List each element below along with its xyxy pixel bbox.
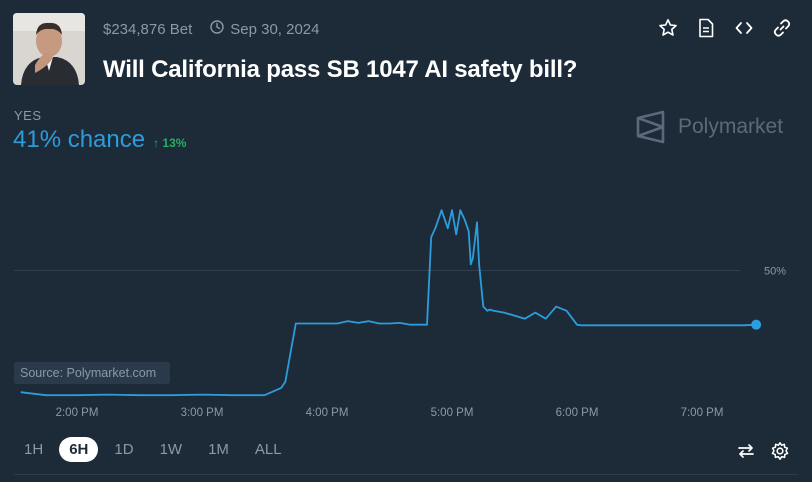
tab-all[interactable]: ALL — [254, 441, 282, 458]
x-tick-label: 7:00 PM — [681, 407, 724, 419]
polymarket-logo-icon — [636, 110, 665, 144]
market-thumbnail-image — [13, 13, 85, 85]
x-tick-label: 5:00 PM — [431, 407, 474, 419]
source-badge — [14, 362, 170, 384]
end-date-text: Sep 30, 2024 — [230, 20, 320, 38]
outcome-label: YES — [14, 108, 42, 123]
tab-1d[interactable]: 1D — [114, 441, 134, 458]
footer-divider — [14, 474, 798, 475]
embed-code-icon[interactable] — [732, 16, 756, 40]
volume-text: $234,876 Bet — [103, 20, 193, 38]
tab-1h[interactable]: 1H — [24, 441, 44, 458]
link-icon[interactable] — [770, 16, 794, 40]
chance-block: 41% chance ↑ 13% — [13, 126, 186, 154]
x-tick-label: 3:00 PM — [181, 407, 224, 419]
chance-change: ↑ 13% — [153, 136, 187, 150]
source-text: Source: Polymarket.com — [20, 366, 156, 380]
x-tick-label: 4:00 PM — [306, 407, 349, 419]
x-tick-label: 6:00 PM — [556, 407, 599, 419]
star-icon[interactable] — [656, 16, 680, 40]
price-chart: 50% Source: Polymarket.com 2:00 PM 3:00 P… — [14, 209, 786, 419]
tab-1m[interactable]: 1M — [208, 441, 229, 458]
document-icon[interactable] — [694, 16, 718, 40]
header-toolbar — [656, 16, 794, 40]
current-price-dot — [751, 319, 762, 330]
chance-value: 41% chance — [13, 126, 146, 153]
polymarket-logo: Polymarket — [636, 110, 783, 144]
clock-icon — [210, 20, 224, 38]
gear-icon[interactable] — [770, 441, 790, 461]
tab-6h[interactable]: 6H — [59, 437, 99, 462]
reference-label: 50% — [764, 265, 786, 277]
yes-price-line — [20, 209, 757, 397]
market-meta: $234,876 Bet Sep 30, 2024 — [103, 20, 320, 38]
timeframe-tabs: 1H 6H 1D 1W 1M ALL — [14, 437, 292, 462]
tab-1w[interactable]: 1W — [159, 441, 183, 458]
x-tick-label: 2:00 PM — [56, 407, 99, 419]
polymarket-wordmark: Polymarket — [678, 115, 784, 138]
market-title: Will California pass SB 1047 AI safety b… — [103, 56, 578, 83]
chart-toolbar — [736, 441, 790, 461]
market-thumbnail — [13, 13, 85, 85]
swap-icon[interactable] — [736, 441, 756, 461]
x-axis: 2:00 PM 3:00 PM 4:00 PM 5:00 PM 6:00 PM 7:00 … — [56, 407, 724, 419]
